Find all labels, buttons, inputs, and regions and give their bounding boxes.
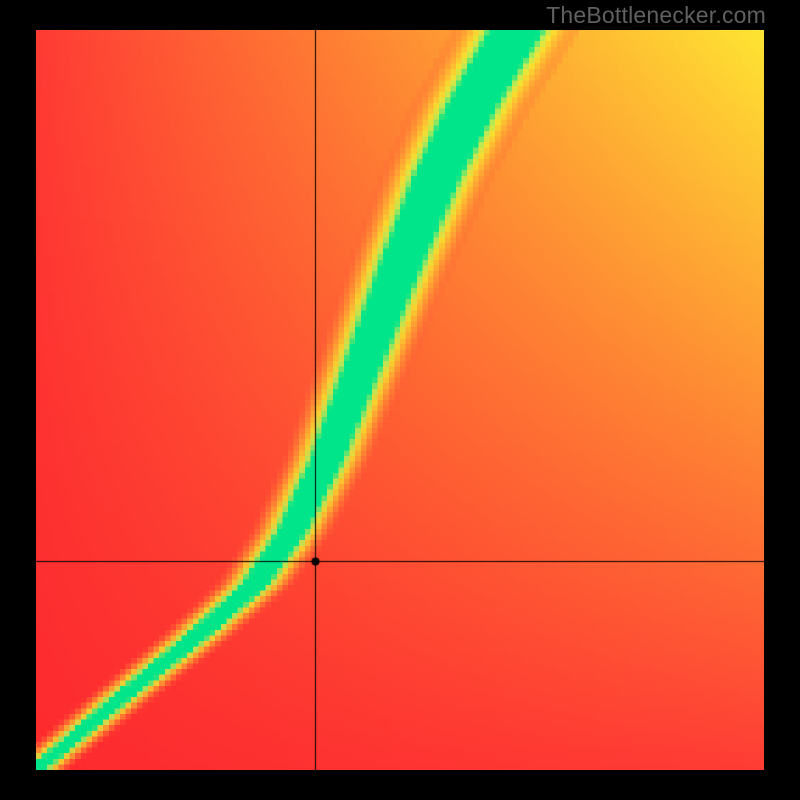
watermark-text: TheBottlenecker.com <box>546 2 766 29</box>
crosshair-overlay <box>36 30 764 770</box>
stage: TheBottlenecker.com <box>0 0 800 800</box>
